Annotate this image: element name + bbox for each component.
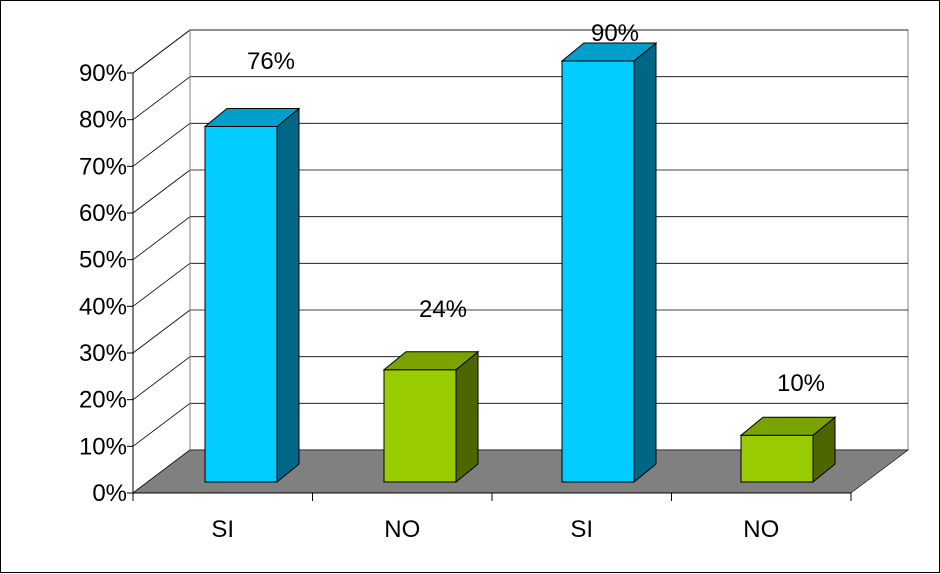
- bar-top: [739, 416, 837, 436]
- category-label: SI: [570, 516, 593, 543]
- category-label: NO: [743, 516, 779, 543]
- bar: [382, 350, 480, 484]
- labels: 0% 10% 20% 30% 40% 50% 60% 70% 80% 90% 76% SI 24% NO 9…: [79, 20, 825, 543]
- bar-side: [455, 350, 479, 484]
- bar-side: [633, 41, 657, 484]
- gridline-diagonal: [132, 356, 191, 400]
- bar-front: [561, 60, 635, 483]
- y-tick-label: 40%: [79, 293, 127, 320]
- gridline-diagonal: [132, 403, 191, 447]
- axes: [127, 72, 852, 501]
- data-label: 24%: [419, 296, 467, 323]
- bar-front: [740, 434, 814, 483]
- gridline-diagonal: [132, 123, 191, 167]
- gridline-diagonal: [132, 263, 191, 307]
- category-label: SI: [211, 516, 234, 543]
- y-tick-label: 60%: [79, 200, 127, 227]
- bar: [560, 41, 658, 484]
- bars: [203, 41, 837, 484]
- gridline-diagonal: [132, 76, 191, 120]
- y-tick-label: 70%: [79, 153, 127, 180]
- bar: [203, 107, 301, 484]
- bar-top: [560, 42, 658, 62]
- y-tick-label: 50%: [79, 247, 127, 274]
- bar-side: [276, 107, 300, 484]
- y-tick-label: 80%: [79, 107, 127, 134]
- bar-front: [204, 125, 278, 483]
- bar: [739, 416, 837, 484]
- y-tick-label: 20%: [79, 387, 127, 414]
- y-tick-label: 10%: [79, 433, 127, 460]
- bar-front: [383, 369, 457, 483]
- category-label: NO: [384, 516, 420, 543]
- bar-top: [203, 107, 301, 127]
- bar-top: [382, 351, 480, 371]
- gridline-diagonal: [132, 29, 191, 74]
- y-tick-label: 90%: [79, 60, 127, 87]
- gridline-diagonal: [132, 216, 191, 260]
- data-label: 90%: [591, 20, 639, 47]
- gridline-diagonal: [132, 169, 191, 214]
- data-label: 10%: [777, 370, 825, 397]
- y-tick-label: 0%: [92, 480, 127, 507]
- data-label: 76%: [247, 48, 295, 75]
- gridline-diagonal: [132, 309, 191, 354]
- y-tick-label: 30%: [79, 340, 127, 367]
